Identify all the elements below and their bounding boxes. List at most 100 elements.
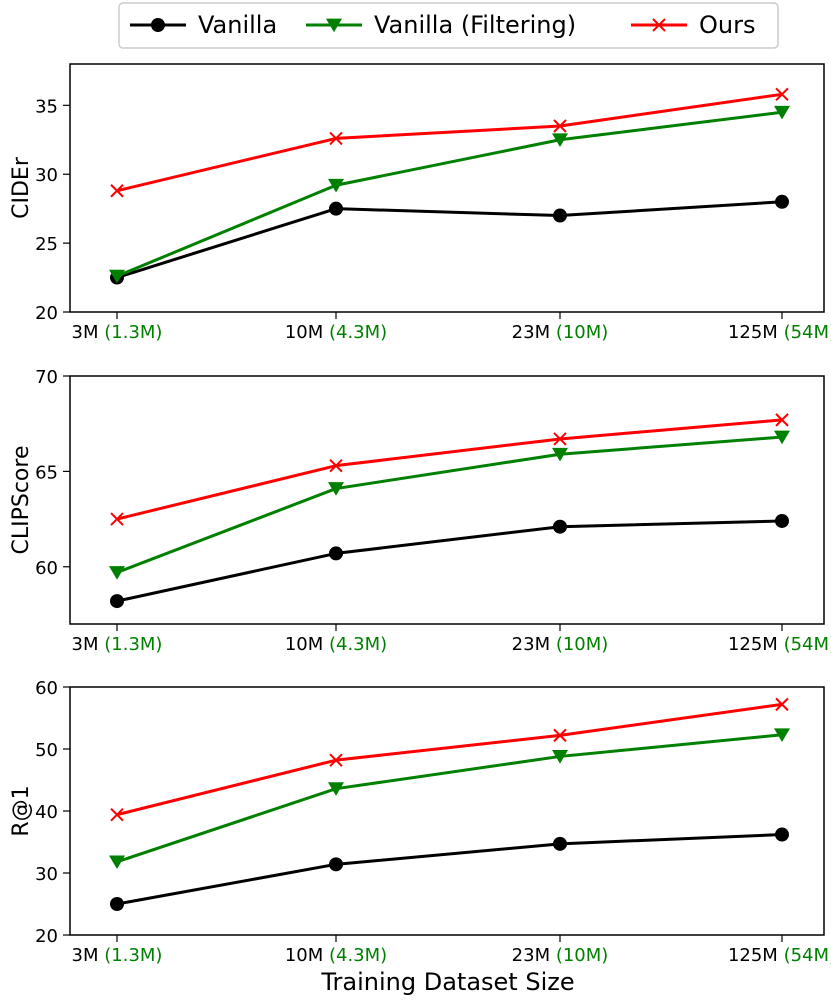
data-point-vanilla-filtering: [109, 269, 125, 284]
data-point-ours: [553, 728, 567, 743]
x-tick-label: 3M (1.3M): [72, 945, 163, 966]
x-tick-label: 23M (10M): [512, 322, 609, 343]
x-tick-total: 23M: [512, 945, 556, 966]
panel-clipscore: 60 65 70 CLIPScore 3M (1.3M) 10M (4.3M) 23M (1…: [9, 367, 831, 655]
x-tick-label: 23M (10M): [512, 634, 609, 655]
legend-frame: [118, 2, 779, 49]
data-point-vanilla-filtering: [328, 178, 344, 193]
x-tick-label: 10M (4.3M): [285, 945, 387, 966]
x-tick-filtered: (10M): [556, 322, 608, 343]
series-ours: [110, 87, 789, 198]
legend-item-vanilla: Vanilla: [130, 11, 277, 39]
x-tick-total: 125M: [728, 945, 784, 966]
series-line-vanilla: [116, 833, 783, 906]
y-tick-label: 70: [35, 367, 58, 388]
series-line-vanilla: [116, 200, 783, 279]
data-point-vanilla: [553, 519, 567, 534]
legend-marker-ours: [652, 18, 666, 32]
legend-marker-vanilla-filtering: [326, 18, 342, 33]
data-point-vanilla-filtering: [552, 133, 568, 147]
data-point-ours: [775, 87, 789, 102]
x-tick-total: 125M: [728, 322, 784, 343]
series-line-ours: [116, 92, 783, 193]
series-vanilla-filtering: [109, 105, 790, 284]
legend-label-ours: Ours: [699, 11, 755, 39]
data-point-vanilla-filtering: [774, 430, 790, 445]
x-tick-filtered: (4.3M): [329, 945, 387, 966]
data-point-vanilla: [329, 546, 343, 561]
data-point-ours: [329, 753, 343, 767]
data-point-ours: [553, 119, 567, 133]
y-tick-label: 50: [35, 740, 58, 761]
data-point-vanilla-filtering: [774, 728, 790, 742]
series-ours: [110, 697, 789, 822]
data-point-ours: [329, 458, 343, 473]
data-point-vanilla: [553, 208, 567, 223]
x-tick-label: 125M (54M): [728, 634, 831, 655]
y-tick-label: 20: [35, 926, 58, 947]
data-point-vanilla-filtering: [328, 782, 344, 796]
legend-marker-vanilla: [151, 18, 165, 32]
x-tick-label: 10M (4.3M): [285, 322, 387, 343]
data-point-vanilla: [775, 513, 789, 528]
y-tick-label: 65: [35, 462, 58, 483]
y-tick-label: 25: [35, 234, 58, 255]
x-axis-label: Training Dataset Size: [320, 968, 574, 996]
plot-frame: [69, 63, 825, 313]
y-tick-label: 40: [35, 802, 58, 823]
series-vanilla: [110, 827, 789, 911]
y-tick-label: 60: [35, 558, 58, 579]
series-line-vanilla-filtering: [116, 435, 783, 574]
data-point-vanilla-filtering: [328, 482, 344, 496]
series-vanilla-filtering: [109, 728, 790, 870]
data-point-vanilla-filtering: [774, 105, 790, 120]
series-line-vanilla-filtering: [116, 733, 783, 864]
y-tick-label: 30: [35, 864, 58, 885]
series-line-vanilla-filtering: [116, 110, 783, 278]
series-vanilla: [110, 194, 789, 285]
data-point-vanilla-filtering: [109, 855, 125, 870]
x-tick-label: 23M (10M): [512, 945, 609, 966]
x-tick-filtered: (54M): [784, 634, 831, 655]
y-axis-label: CLIPScore: [9, 446, 34, 555]
x-tick-label: 3M (1.3M): [72, 634, 163, 655]
plot-frame: [69, 686, 825, 936]
legend-item-vanilla-filtering: Vanilla (Filtering): [306, 11, 576, 39]
x-tick-total: 3M: [72, 634, 105, 655]
x-tick-label: 125M (54M): [728, 945, 831, 966]
data-point-ours: [110, 512, 124, 526]
panel-cider: 20 25 30 35 CIDEr 3M (1.3M) 10M (4.3M) 23M (10M…: [9, 63, 831, 343]
y-tick-label: 20: [35, 303, 58, 324]
series-vanilla: [110, 513, 789, 609]
data-point-vanilla: [775, 194, 789, 209]
x-tick-label: 10M (4.3M): [285, 634, 387, 655]
x-tick-filtered: (54M): [784, 945, 831, 966]
data-point-ours: [110, 184, 124, 198]
series-ours: [110, 413, 789, 526]
x-tick-filtered: (10M): [556, 634, 608, 655]
y-axis-label: CIDEr: [9, 156, 34, 219]
legend: Vanilla Vanilla (Filtering) Ours: [118, 2, 779, 49]
x-tick-filtered: (1.3M): [104, 945, 162, 966]
x-tick-label: 3M (1.3M): [72, 322, 163, 343]
data-point-vanilla: [329, 201, 343, 216]
series-vanilla-filtering: [109, 430, 790, 580]
data-point-vanilla: [553, 836, 567, 851]
x-tick-total: 125M: [728, 634, 784, 655]
data-point-vanilla: [329, 857, 343, 872]
series-line-ours: [116, 702, 783, 817]
series-line-vanilla: [116, 519, 783, 603]
x-tick-total: 10M: [285, 945, 329, 966]
data-point-vanilla: [110, 897, 124, 911]
panel-r-1: 20 30 40 50 60 R@1 3M (1.3M) 10M (4.3M) 23M (10M…: [9, 678, 831, 966]
x-tick-filtered: (4.3M): [329, 634, 387, 655]
x-tick-total: 10M: [285, 634, 329, 655]
x-tick-total: 3M: [72, 322, 105, 343]
data-point-ours: [553, 432, 567, 446]
data-point-vanilla-filtering: [109, 566, 125, 580]
x-tick-filtered: (1.3M): [104, 634, 162, 655]
y-tick-label: 30: [35, 165, 58, 186]
data-point-vanilla-filtering: [552, 447, 568, 462]
x-tick-filtered: (54M): [784, 322, 831, 343]
x-tick-label: 125M (54M): [728, 322, 831, 343]
